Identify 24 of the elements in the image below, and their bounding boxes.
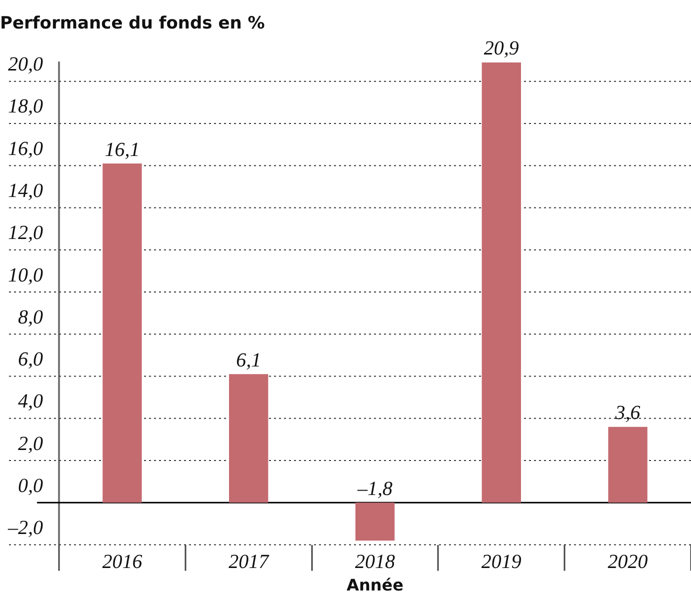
y-tick-label: –2,0 [7,517,43,540]
data-label: 3,6 [614,402,640,424]
x-tick-label: 2020 [608,551,648,574]
y-tick-label: 8,0 [18,306,43,328]
y-tick-label: 18,0 [8,96,43,118]
y-tick-label: 12,0 [8,222,43,244]
x-tick-label: 2017 [228,551,270,574]
y-tick-label: 10,0 [8,264,43,286]
y-tick-label: 6,0 [18,348,43,371]
chart-title: Performance du fonds en % [0,14,265,34]
x-tick-label: 2019 [481,551,522,574]
y-tick-label: 16,0 [8,138,43,160]
x-axis-title: Année [346,576,404,595]
y-tick-label: 20,0 [8,54,43,76]
x-tick-label: 2016 [102,551,142,574]
y-tick-label: 4,0 [18,390,43,413]
x-tick-label: 2018 [355,551,395,574]
y-tick-label: 14,0 [8,180,43,202]
data-label: –1,8 [356,478,392,500]
data-label: 6,1 [236,349,262,372]
y-tick-label: 2,0 [18,432,43,455]
data-label: 20,9 [484,38,519,60]
data-label: 16,1 [104,138,140,161]
y-tick-label: 0,0 [18,474,43,497]
